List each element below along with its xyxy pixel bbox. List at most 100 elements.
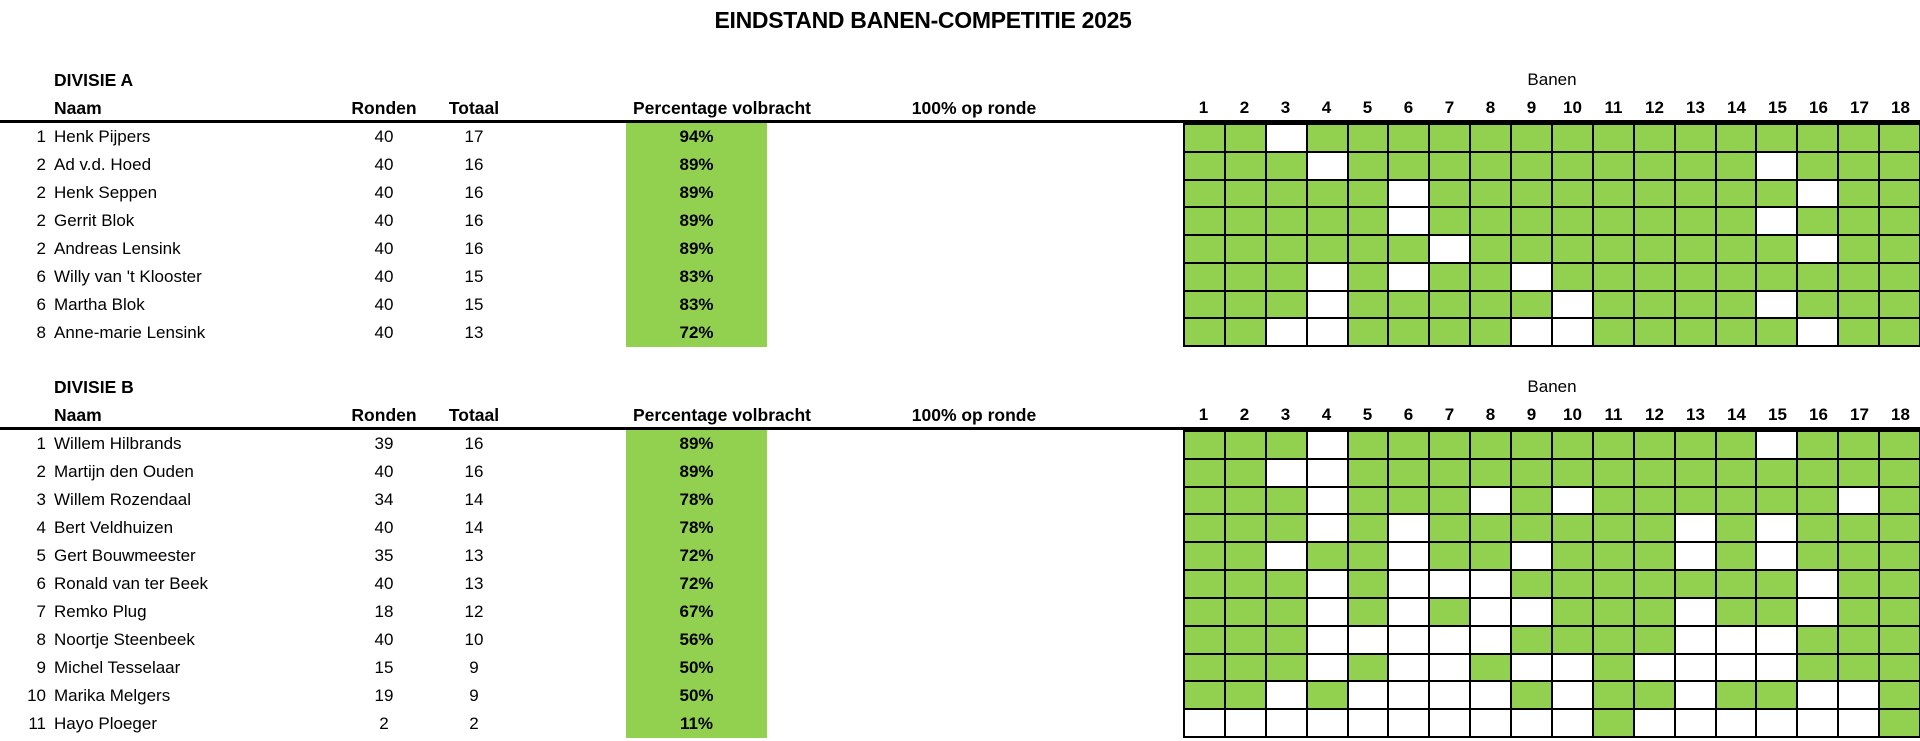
- table-row: 6 Willy van 't Klooster 40 15 83%: [0, 263, 1920, 291]
- column-header-totaal: Totaal: [448, 98, 500, 118]
- lane-cell: [1634, 432, 1674, 458]
- lane-cell: [1185, 598, 1224, 625]
- lane-cell: [1185, 125, 1224, 151]
- ronden-cell: 19: [374, 686, 394, 705]
- lane-cell: [1348, 125, 1388, 151]
- totaal-cell: 10: [464, 630, 484, 649]
- lane-cell: [1266, 654, 1306, 681]
- lane-cell: [1307, 125, 1347, 151]
- lane-cell: [1757, 180, 1797, 207]
- name-cell: Martha Blok: [54, 295, 145, 314]
- lane-cell: [1512, 459, 1551, 486]
- name-cell: Henk Seppen: [54, 183, 158, 202]
- rank-cell: 2: [36, 211, 46, 230]
- lane-cell: [1185, 654, 1224, 681]
- lane-cell: [1185, 432, 1224, 458]
- lane-cell: [1471, 487, 1511, 514]
- lane-cell: [1512, 152, 1551, 179]
- lane-cell: [1307, 180, 1347, 207]
- lane-cell: [1757, 291, 1797, 318]
- lane-cell: [1716, 432, 1756, 458]
- name-cell: Martijn den Ouden: [54, 462, 194, 481]
- lane-cell: [1675, 571, 1715, 597]
- lane-cell: [1757, 598, 1797, 625]
- lane-cell: [1839, 487, 1879, 514]
- lane-cell: [1880, 432, 1919, 458]
- ronden-cell: 39: [374, 434, 394, 453]
- lane-cell: [1553, 682, 1592, 709]
- lane-cell: [1389, 208, 1429, 234]
- name-cell: Noortje Steenbeek: [54, 630, 195, 649]
- banen-group-label: Banen: [1527, 70, 1577, 89]
- lane-number: 13: [1686, 98, 1705, 117]
- lane-cell: [1553, 543, 1592, 570]
- lane-cell: [1430, 543, 1470, 570]
- lane-cell: [1593, 125, 1633, 151]
- lane-cell: [1757, 432, 1797, 458]
- lane-number: 12: [1645, 405, 1664, 424]
- lane-cell: [1512, 319, 1551, 345]
- lane-number: 5: [1362, 405, 1373, 424]
- lane-number: 14: [1727, 98, 1746, 117]
- lane-cell: [1634, 208, 1674, 234]
- ronden-cell: 34: [374, 490, 394, 509]
- lane-cell: [1839, 208, 1879, 234]
- ronden-cell: 15: [374, 658, 394, 677]
- page-title: EINDSTAND BANEN-COMPETITIE 2025: [714, 7, 1132, 33]
- lane-cell: [1471, 459, 1511, 486]
- lane-cell: [1307, 543, 1347, 570]
- lane-cell: [1307, 710, 1347, 736]
- lane-cell: [1389, 710, 1429, 736]
- lane-cell: [1634, 125, 1674, 151]
- lane-cell: [1430, 682, 1470, 709]
- lane-cell: [1348, 263, 1388, 290]
- division-label: DIVISIE A: [54, 70, 134, 90]
- lane-number: 7: [1444, 98, 1455, 117]
- lane-cell: [1266, 208, 1306, 234]
- lane-cell: [1757, 543, 1797, 570]
- lane-cell: [1593, 319, 1633, 345]
- percentage-cell: 83%: [626, 263, 767, 291]
- lane-cell: [1553, 319, 1592, 345]
- percentage-cell: 89%: [626, 151, 767, 179]
- lane-cell: [1266, 543, 1306, 570]
- lane-number: 11: [1604, 98, 1623, 117]
- lane-cell: [1839, 236, 1879, 262]
- table-row: 10 Marika Melgers 19 9 50%: [0, 682, 1920, 710]
- lane-cell: [1553, 125, 1592, 151]
- lane-cell: [1512, 710, 1551, 736]
- ronden-cell: 40: [374, 295, 394, 314]
- lane-cell: [1634, 543, 1674, 570]
- lane-cell: [1880, 263, 1919, 290]
- lane-cell: [1348, 487, 1388, 514]
- lane-cell: [1798, 263, 1838, 290]
- lane-cell: [1798, 291, 1838, 318]
- lane-cell: [1634, 459, 1674, 486]
- header-divider: [0, 427, 1920, 430]
- lane-cell: [1839, 654, 1879, 681]
- lane-cell: [1389, 598, 1429, 625]
- lane-number: 7: [1444, 405, 1455, 424]
- lane-cell: [1757, 208, 1797, 234]
- lane-cell: [1839, 459, 1879, 486]
- lane-cell: [1225, 208, 1265, 234]
- lane-cell: [1348, 459, 1388, 486]
- rank-cell: 8: [36, 630, 46, 649]
- ronden-cell: 40: [374, 630, 394, 649]
- lane-cell: [1512, 654, 1551, 681]
- lane-cell: [1880, 208, 1919, 234]
- lane-cell: [1593, 626, 1633, 653]
- lane-number: 16: [1809, 98, 1828, 117]
- lane-cell: [1675, 125, 1715, 151]
- name-cell: Remko Plug: [54, 602, 147, 621]
- totaal-cell: 16: [464, 434, 484, 453]
- lane-cell: [1430, 459, 1470, 486]
- lane-cell: [1512, 626, 1551, 653]
- lane-cell: [1225, 263, 1265, 290]
- name-cell: Willem Rozendaal: [54, 490, 191, 509]
- lane-cell: [1225, 459, 1265, 486]
- rank-cell: 1: [36, 434, 46, 453]
- name-cell: Anne-marie Lensink: [54, 323, 206, 342]
- lane-numbers-header: 1 2 3 4 5 6 7 8 9 10 11 12 13 14 15 16 17 18: [1183, 403, 1920, 427]
- lane-cell: [1839, 682, 1879, 709]
